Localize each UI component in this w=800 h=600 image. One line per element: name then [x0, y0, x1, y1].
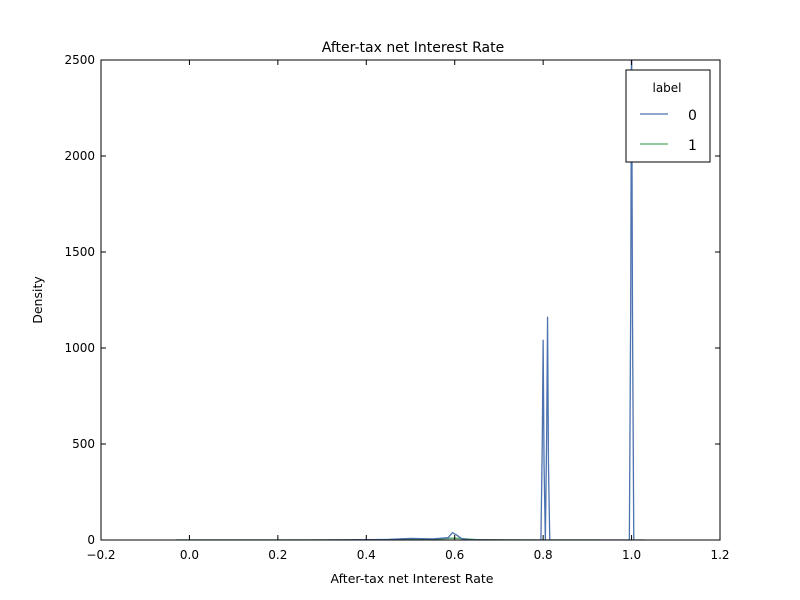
y-tick-label: 2000 — [64, 149, 95, 163]
x-tick-label: 0.6 — [445, 548, 464, 562]
y-tick-label: 500 — [72, 437, 95, 451]
x-tick-label: −0.2 — [86, 548, 115, 562]
legend-label-0: 0 — [688, 108, 697, 124]
series-line-0 — [176, 60, 645, 540]
x-axis-title: After-tax net Interest Rate — [331, 571, 494, 586]
chart-title: After-tax net Interest Rate — [322, 40, 505, 56]
y-tick-label: 2500 — [64, 53, 95, 67]
x-axis: −0.2 0.0 0.2 0.4 0.6 0.8 1.0 1.2 — [86, 60, 730, 562]
x-tick-label: 0.4 — [357, 548, 376, 562]
x-tick-label: 1.2 — [710, 548, 729, 562]
y-tick-label: 0 — [87, 533, 95, 547]
y-tick-label: 1500 — [64, 245, 95, 259]
plot-frame — [100, 59, 721, 541]
x-tick-label: 0.2 — [268, 548, 287, 562]
legend-title: label — [652, 81, 681, 95]
legend-box — [625, 69, 711, 163]
legend-label-1: 1 — [688, 138, 697, 154]
y-axis: 0 500 1000 1500 2000 2500 — [64, 53, 720, 547]
x-tick-label: 0.0 — [180, 548, 199, 562]
y-axis-title: Density — [30, 276, 45, 324]
x-tick-label: 1.0 — [622, 548, 641, 562]
y-tick-label: 1000 — [64, 341, 95, 355]
legend: label 0 1 — [625, 69, 711, 163]
x-tick-label: 0.8 — [534, 548, 553, 562]
